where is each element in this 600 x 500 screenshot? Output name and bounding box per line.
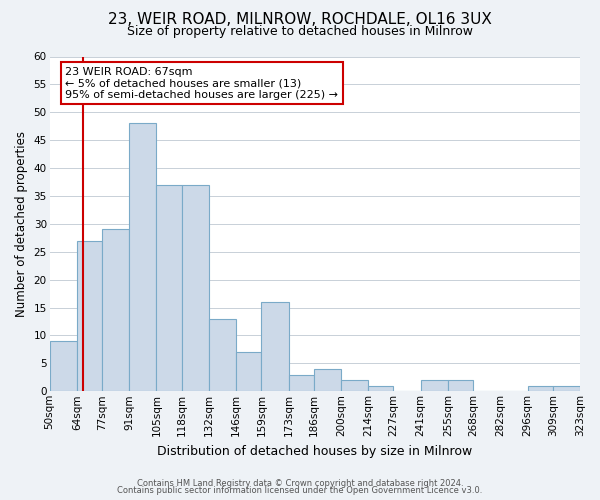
Bar bbox=[102, 230, 129, 392]
Bar bbox=[129, 124, 157, 392]
Bar bbox=[157, 185, 182, 392]
Bar bbox=[209, 318, 236, 392]
Text: Contains HM Land Registry data © Crown copyright and database right 2024.: Contains HM Land Registry data © Crown c… bbox=[137, 478, 463, 488]
Bar bbox=[262, 302, 289, 392]
Bar bbox=[341, 380, 368, 392]
Text: 23, WEIR ROAD, MILNROW, ROCHDALE, OL16 3UX: 23, WEIR ROAD, MILNROW, ROCHDALE, OL16 3… bbox=[108, 12, 492, 28]
Text: 23 WEIR ROAD: 67sqm
← 5% of detached houses are smaller (13)
95% of semi-detache: 23 WEIR ROAD: 67sqm ← 5% of detached hou… bbox=[65, 66, 338, 100]
Bar bbox=[368, 386, 394, 392]
X-axis label: Distribution of detached houses by size in Milnrow: Distribution of detached houses by size … bbox=[157, 444, 472, 458]
Bar bbox=[236, 352, 262, 392]
Bar bbox=[421, 380, 448, 392]
Bar bbox=[289, 374, 314, 392]
Bar bbox=[50, 341, 77, 392]
Bar bbox=[527, 386, 553, 392]
Bar bbox=[77, 240, 102, 392]
Bar bbox=[182, 185, 209, 392]
Bar bbox=[553, 386, 580, 392]
Bar bbox=[314, 369, 341, 392]
Text: Size of property relative to detached houses in Milnrow: Size of property relative to detached ho… bbox=[127, 25, 473, 38]
Y-axis label: Number of detached properties: Number of detached properties bbox=[15, 131, 28, 317]
Text: Contains public sector information licensed under the Open Government Licence v3: Contains public sector information licen… bbox=[118, 486, 482, 495]
Bar bbox=[448, 380, 473, 392]
